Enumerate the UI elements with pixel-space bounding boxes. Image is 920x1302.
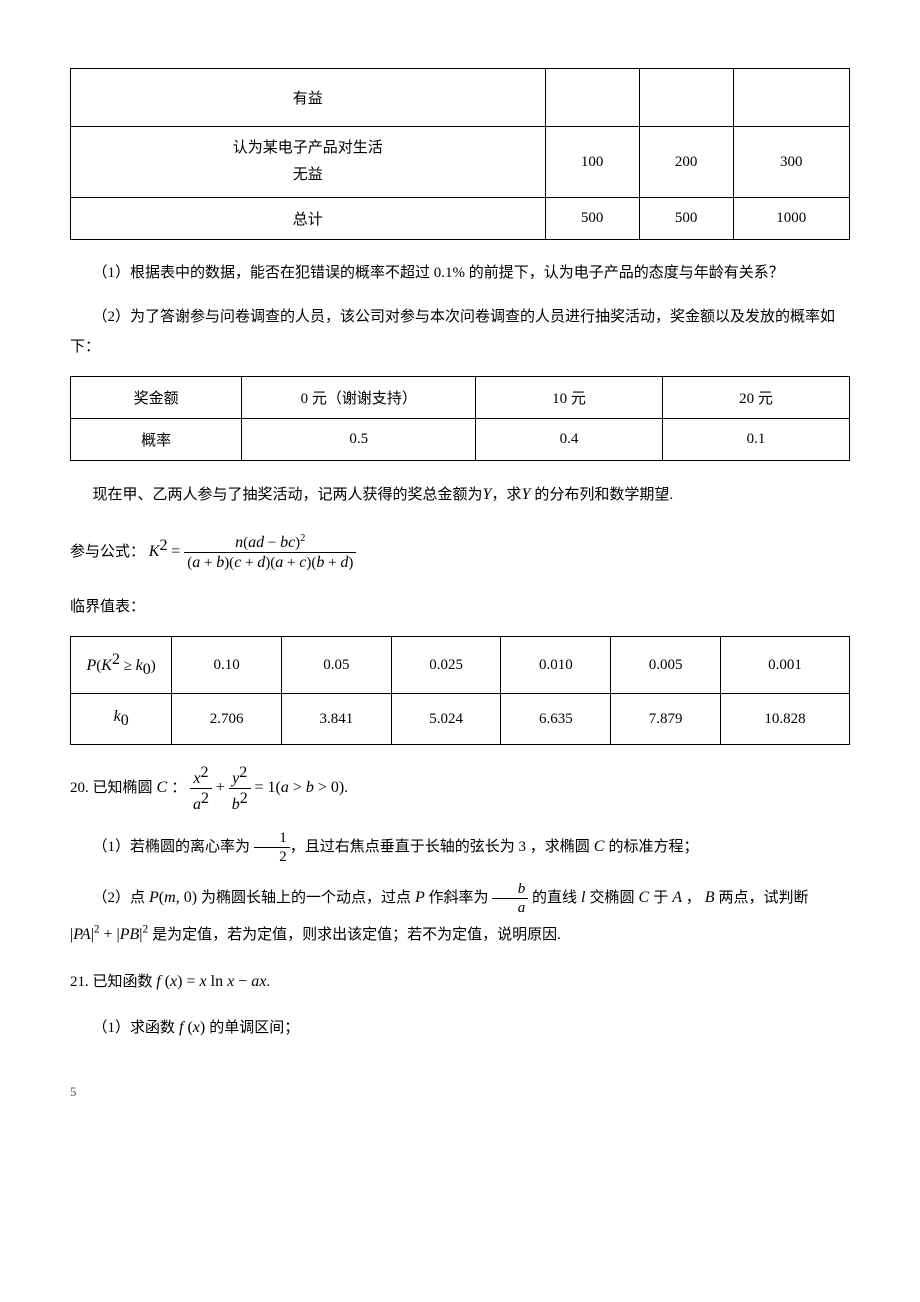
cell: 奖金额 bbox=[71, 377, 242, 419]
variable-l: l bbox=[577, 889, 589, 906]
critical-label: 临界值表： bbox=[70, 592, 850, 622]
text: . bbox=[344, 780, 348, 796]
cell: 500 bbox=[639, 198, 733, 240]
table-row: 概率 0.5 0.4 0.1 bbox=[71, 419, 850, 461]
question-20-1: （1）若椭圆的离心率为 12，且过右焦点垂直于长轴的弦长为 3 ，求椭圆 C 的… bbox=[70, 829, 850, 866]
question-21-1: （1）求函数 f (x) 的单调区间； bbox=[70, 1012, 850, 1044]
question-1: （1）根据表中的数据，能否在犯错误的概率不超过 0.1% 的前提下，认为电子产品… bbox=[70, 258, 850, 288]
formula-label: 参与公式： bbox=[70, 544, 145, 560]
question-2-body: 现在甲、乙两人参与了抽奖活动，记两人获得的奖总金额为Y，求Y 的分布列和数学期望… bbox=[70, 479, 850, 511]
cell: 0.1 bbox=[663, 419, 850, 461]
text: 20. 已知椭圆 bbox=[70, 780, 153, 796]
page-number: 5 bbox=[70, 1084, 850, 1100]
question-2-intro: （2）为了答谢参与问卷调查的人员，该公司对参与本次问卷调查的人员进行抽奖活动，奖… bbox=[70, 302, 850, 362]
cell bbox=[545, 69, 639, 127]
cell: 20 元 bbox=[663, 377, 850, 419]
cell-header: P(K2 ≥ k0) bbox=[71, 637, 172, 694]
cell: 6.635 bbox=[501, 694, 611, 745]
function-f: f bbox=[156, 973, 164, 990]
survey-table: 有益 认为某电子产品对生活无益 100 200 300 总计 500 500 1… bbox=[70, 68, 850, 240]
function-f: f bbox=[175, 1019, 187, 1036]
text: ，求 bbox=[491, 487, 521, 503]
cell: 10.828 bbox=[720, 694, 849, 745]
formula-body: K bbox=[149, 543, 160, 560]
cell: 0.4 bbox=[476, 419, 663, 461]
cell: 0.10 bbox=[172, 637, 282, 694]
cell: 2.706 bbox=[172, 694, 282, 745]
text: ，且过右焦点垂直于长轴的弦长为 3 ，求椭圆 bbox=[290, 839, 590, 855]
text: 的直线 bbox=[532, 890, 577, 906]
cell-label: 认为某电子产品对生活无益 bbox=[71, 127, 546, 198]
text: ： bbox=[171, 780, 186, 796]
cell: 200 bbox=[639, 127, 733, 198]
cell-header: k0 bbox=[71, 694, 172, 745]
text: 是为定值，若为定值，则求出该定值；若不为定值，说明原因. bbox=[152, 927, 561, 943]
cell: 500 bbox=[545, 198, 639, 240]
question-20-2: （2）点 P(m, 0) 为椭圆长轴上的一个动点，过点 P 作斜率为 ba 的直… bbox=[70, 880, 850, 952]
text: （1）求函数 bbox=[93, 1020, 176, 1036]
table-row: 奖金额 0 元（谢谢支持） 10 元 20 元 bbox=[71, 377, 850, 419]
table-row: 认为某电子产品对生活无益 100 200 300 bbox=[71, 127, 850, 198]
text: 于 bbox=[653, 890, 668, 906]
text: 的单调区间； bbox=[209, 1020, 299, 1036]
variable-a: A bbox=[668, 889, 685, 906]
variable-p: P bbox=[411, 889, 428, 906]
cell: 0.010 bbox=[501, 637, 611, 694]
text: （1）若椭圆的离心率为 bbox=[93, 839, 251, 855]
question-20: 20. 已知椭圆 C ： x2a2 + y2b2 = 1(a > b > 0). bbox=[70, 763, 850, 814]
question-21: 21. 已知函数 f (x) = x ln x − ax. bbox=[70, 966, 850, 998]
cell bbox=[639, 69, 733, 127]
text: ， bbox=[686, 890, 701, 906]
text: 两点，试判断 bbox=[718, 890, 808, 906]
cell: 300 bbox=[733, 127, 849, 198]
text: 现在甲、乙两人参与了抽奖活动，记两人获得的奖总金额为 bbox=[93, 487, 483, 503]
text: 作斜率为 bbox=[429, 890, 489, 906]
table-row: 有益 bbox=[71, 69, 850, 127]
prize-table: 奖金额 0 元（谢谢支持） 10 元 20 元 概率 0.5 0.4 0.1 bbox=[70, 376, 850, 461]
cell: 100 bbox=[545, 127, 639, 198]
variable-b: B bbox=[701, 889, 719, 906]
variable-c: C bbox=[635, 889, 654, 906]
cell: 0 元（谢谢支持） bbox=[242, 377, 476, 419]
cell: 0.025 bbox=[391, 637, 501, 694]
chi-square-formula: 参与公式： K2 = n(ad − bc)2 (a + b)(c + d)(a … bbox=[70, 527, 850, 572]
text: 的分布列和数学期望. bbox=[534, 487, 673, 503]
table-row: P(K2 ≥ k0) 0.10 0.05 0.025 0.010 0.005 0… bbox=[71, 637, 850, 694]
expr-pa-pb: |PA|2 + |PB|2 bbox=[70, 926, 152, 943]
text: （2）点 bbox=[93, 890, 146, 906]
variable-y: Y bbox=[521, 486, 534, 503]
variable-c: C bbox=[590, 838, 609, 855]
cell: 5.024 bbox=[391, 694, 501, 745]
table-row: 总计 500 500 1000 bbox=[71, 198, 850, 240]
variable-c: C bbox=[153, 779, 172, 796]
cell: 0.005 bbox=[611, 637, 721, 694]
text: . bbox=[266, 974, 270, 990]
cell-label: 总计 bbox=[71, 198, 546, 240]
cell: 7.879 bbox=[611, 694, 721, 745]
text: 交椭圆 bbox=[590, 890, 635, 906]
cell: 1000 bbox=[733, 198, 849, 240]
point-p: P bbox=[145, 889, 159, 906]
cell: 0.05 bbox=[282, 637, 392, 694]
text: 的标准方程； bbox=[608, 839, 698, 855]
cell-label: 有益 bbox=[71, 69, 546, 127]
critical-value-table: P(K2 ≥ k0) 0.10 0.05 0.025 0.010 0.005 0… bbox=[70, 636, 850, 745]
cell: 0.001 bbox=[720, 637, 849, 694]
cell: 0.5 bbox=[242, 419, 476, 461]
cell bbox=[733, 69, 849, 127]
text: 21. 已知函数 bbox=[70, 974, 153, 990]
cell: 3.841 bbox=[282, 694, 392, 745]
cell: 10 元 bbox=[476, 377, 663, 419]
table-row: k0 2.706 3.841 5.024 6.635 7.879 10.828 bbox=[71, 694, 850, 745]
text: 为椭圆长轴上的一个动点，过点 bbox=[201, 890, 411, 906]
cell: 概率 bbox=[71, 419, 242, 461]
